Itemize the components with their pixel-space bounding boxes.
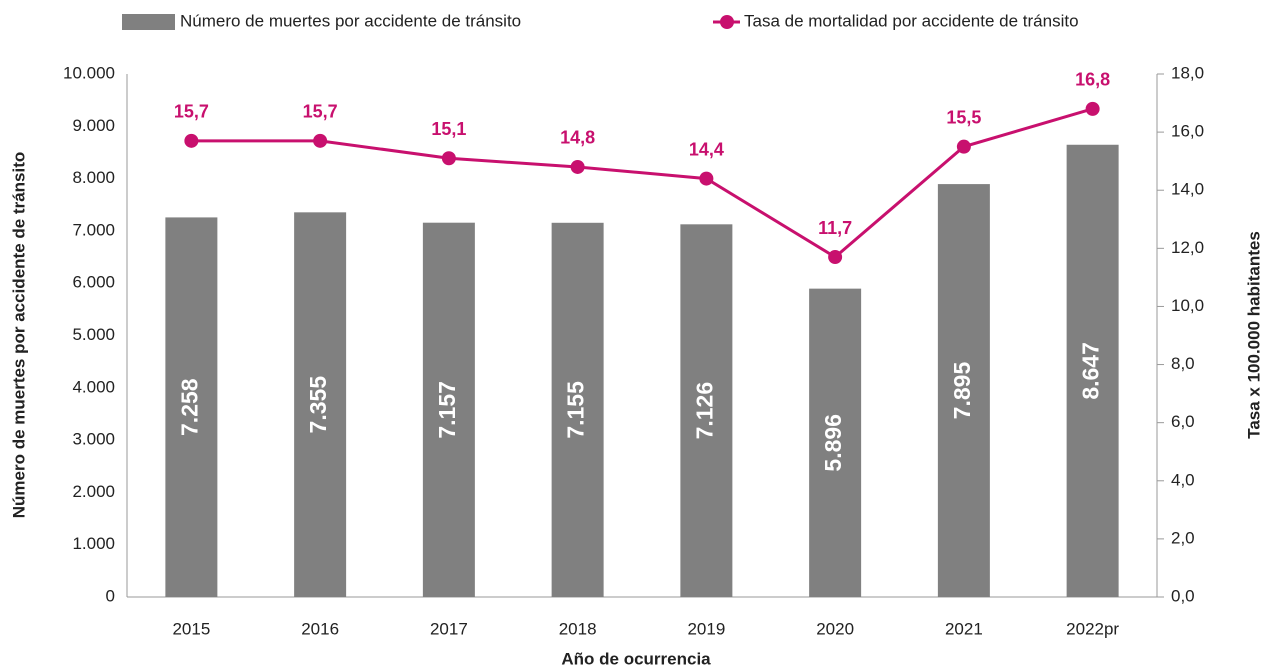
line-value-label: 15,1 xyxy=(431,119,466,139)
y-tick-label: 4.000 xyxy=(72,377,115,396)
y2-tick-label: 2,0 xyxy=(1171,528,1195,547)
x-tick-label: 2019 xyxy=(687,619,725,638)
bar-value-label: 7.895 xyxy=(949,362,975,420)
bar xyxy=(937,184,990,598)
bar xyxy=(809,288,862,597)
line-value-label: 15,5 xyxy=(946,107,981,127)
y-tick-label: 9.000 xyxy=(72,116,115,135)
bar-value-label: 5.896 xyxy=(820,414,846,472)
y2-tick-label: 0,0 xyxy=(1171,586,1195,605)
line-value-label: 15,7 xyxy=(303,102,338,122)
y-tick-label: 8.000 xyxy=(72,168,115,187)
line-value-label: 15,7 xyxy=(174,102,209,122)
y2-tick-label: 18,0 xyxy=(1171,63,1204,82)
y2-axis-title: Tasa x 100.000 habitantes xyxy=(1244,231,1263,439)
x-axis-title: Año de ocurrencia xyxy=(561,649,711,668)
bar-value-label: 7.157 xyxy=(434,381,460,439)
line-marker xyxy=(956,139,971,154)
line-marker xyxy=(570,159,585,174)
y-tick-label: 3.000 xyxy=(72,430,115,449)
bar-value-label: 7.355 xyxy=(305,376,331,434)
line-marker xyxy=(313,133,328,148)
bar xyxy=(680,224,733,598)
y2-tick-label: 12,0 xyxy=(1171,238,1204,257)
bar xyxy=(422,222,475,597)
y2-tick-label: 8,0 xyxy=(1171,354,1195,373)
line-value-label: 14,4 xyxy=(689,139,724,159)
y-tick-label: 6.000 xyxy=(72,273,115,292)
x-tick-label: 2021 xyxy=(945,619,983,638)
line-marker xyxy=(184,133,199,148)
x-tick-label: 2020 xyxy=(816,619,854,638)
line-value-label: 16,8 xyxy=(1075,70,1110,90)
y-tick-label: 5.000 xyxy=(72,325,115,344)
y-axis-title: Número de muertes por accidente de tráns… xyxy=(9,152,28,519)
x-tick-label: 2015 xyxy=(172,619,210,638)
bar xyxy=(551,222,604,597)
y2-tick-label: 6,0 xyxy=(1171,412,1195,431)
line-marker xyxy=(441,151,456,166)
y2-tick-label: 16,0 xyxy=(1171,122,1204,141)
legend-label: Número de muertes por accidente de tráns… xyxy=(180,11,521,30)
line-value-label: 14,8 xyxy=(560,128,595,148)
line xyxy=(191,107,1094,259)
y-tick-label: 1.000 xyxy=(72,534,115,553)
y-tick-label: 10.000 xyxy=(63,63,115,82)
y-tick-label: 0 xyxy=(106,586,115,605)
y2-tick-label: 10,0 xyxy=(1171,296,1204,315)
legend-label: Tasa de mortalidad por accidente de trán… xyxy=(744,11,1079,30)
bar-value-label: 8.647 xyxy=(1078,342,1104,400)
x-tick-label: 2018 xyxy=(559,619,597,638)
line-marker xyxy=(828,250,843,265)
line-value-label: 11,7 xyxy=(818,218,852,238)
x-tick-label: 2017 xyxy=(430,619,468,638)
line-marker xyxy=(699,171,714,186)
legend-swatch xyxy=(720,15,734,29)
bar-value-label: 7.126 xyxy=(691,382,717,440)
x-tick-label: 2016 xyxy=(301,619,339,638)
bar-value-label: 7.258 xyxy=(176,378,202,436)
line-marker xyxy=(1085,101,1100,116)
legend-swatch xyxy=(122,14,175,30)
y2-tick-label: 4,0 xyxy=(1171,470,1195,489)
y2-tick-label: 14,0 xyxy=(1171,180,1204,199)
bar xyxy=(165,217,218,597)
bar xyxy=(294,212,347,597)
y-tick-label: 7.000 xyxy=(72,220,115,239)
bar-value-label: 7.155 xyxy=(563,381,589,439)
x-tick-label: 2022pr xyxy=(1066,619,1119,638)
y-tick-label: 2.000 xyxy=(72,482,115,501)
bar xyxy=(1066,144,1119,597)
